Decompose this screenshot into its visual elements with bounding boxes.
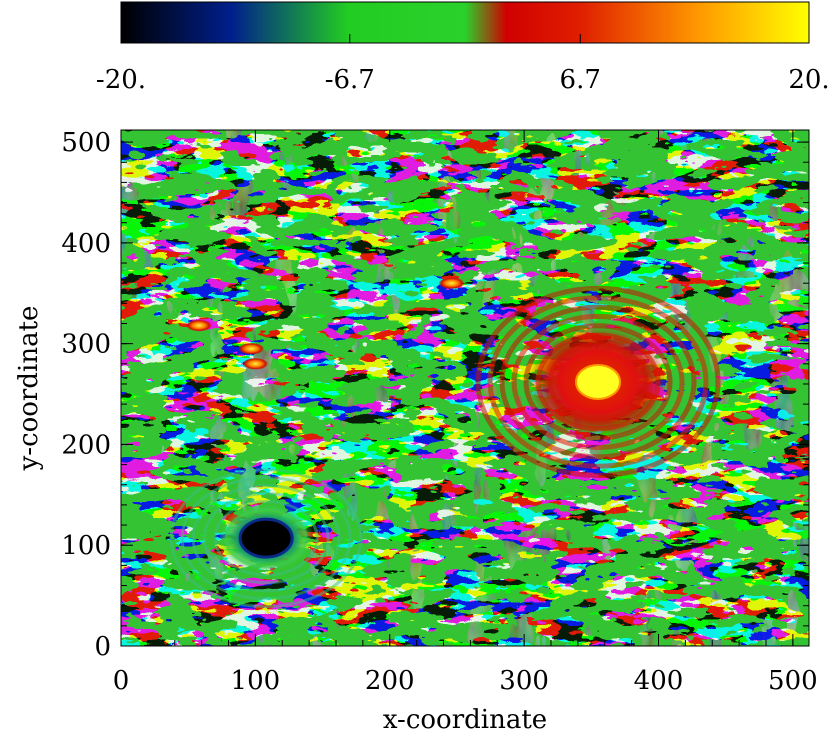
vortex-ring [191, 484, 341, 593]
y-tick-label: 400 [61, 229, 111, 259]
vortex-ring [499, 304, 697, 460]
y-tick-label: 300 [61, 330, 111, 360]
plot-area [121, 130, 809, 646]
y-axis: 0 100 200 300 400 500 [61, 128, 809, 662]
y-tick-label: 200 [61, 430, 111, 460]
x-tick-label: 300 [499, 666, 549, 696]
plot-frame [120, 129, 810, 647]
y-tick-label: 100 [61, 531, 111, 561]
colorbar-tick-label: -20. [96, 65, 146, 95]
vortex-ring [523, 323, 673, 441]
small-positive-vortex [185, 319, 212, 332]
colorbar-ticks: -20. -6.7 6.7 20. [96, 34, 830, 95]
y-tick-label: 0 [94, 632, 111, 662]
y-tick-label: 500 [61, 128, 111, 158]
vortex-ring [169, 468, 363, 609]
positive-vortex-core [575, 363, 622, 400]
vortex-ring [475, 285, 721, 479]
vortex-ring [487, 295, 709, 469]
colorbar-tick-label: 6.7 [560, 65, 601, 95]
y-axis-title: y-coordinate [14, 306, 44, 472]
x-tick-label: 100 [231, 666, 281, 696]
x-tick-label: 400 [634, 666, 684, 696]
colorbar-gradient [120, 1, 810, 44]
x-tick-label: 200 [365, 666, 415, 696]
small-positive-vortex [438, 277, 465, 290]
x-axis-title: x-coordinate [383, 705, 547, 735]
x-axis: 0 100 200 300 400 500 [113, 130, 818, 696]
vortex-ring [180, 476, 352, 601]
colorbar: -20. -6.7 6.7 20. [96, 1, 830, 95]
vortex-ring [213, 499, 319, 577]
x-tick-label: 0 [113, 666, 130, 696]
negative-vortex-core [238, 517, 294, 559]
small-positive-vortex [238, 342, 265, 355]
small-positive-vortex [242, 357, 269, 370]
colorbar-tick-label: -6.7 [325, 65, 375, 95]
vortex-ring [511, 313, 685, 450]
vortex-ring [202, 492, 330, 585]
vortex-features [169, 277, 721, 609]
colorbar-tick-label: 20. [788, 65, 829, 95]
x-tick-label: 500 [768, 666, 818, 696]
